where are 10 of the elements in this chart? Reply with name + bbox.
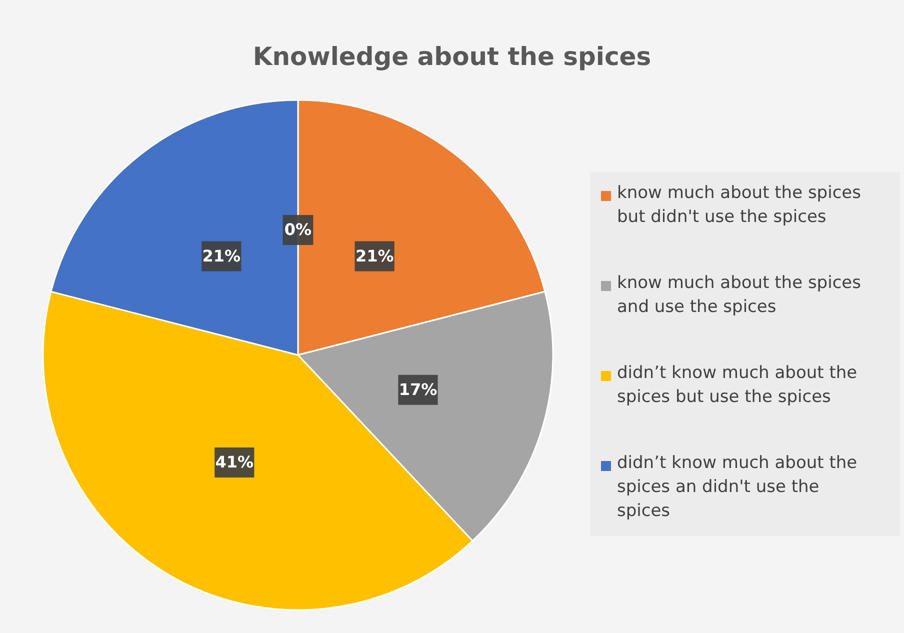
data-label: 21% [355,246,394,266]
legend-label: know much about the spices but didn't use the spices [617,183,862,227]
legend-label: didn’t know much about the spices but use the spices [617,363,858,407]
legend-label: know much about the spices and use the spices [617,273,862,317]
data-label: 21% [202,246,241,266]
chart-title: Knowledge about the spices [252,42,652,71]
legend-label: didn’t know much about the spices an didn't use the spices [617,453,858,521]
data-label: 41% [215,452,254,472]
text: 0% [284,220,312,240]
data-label: 17% [398,380,438,399]
